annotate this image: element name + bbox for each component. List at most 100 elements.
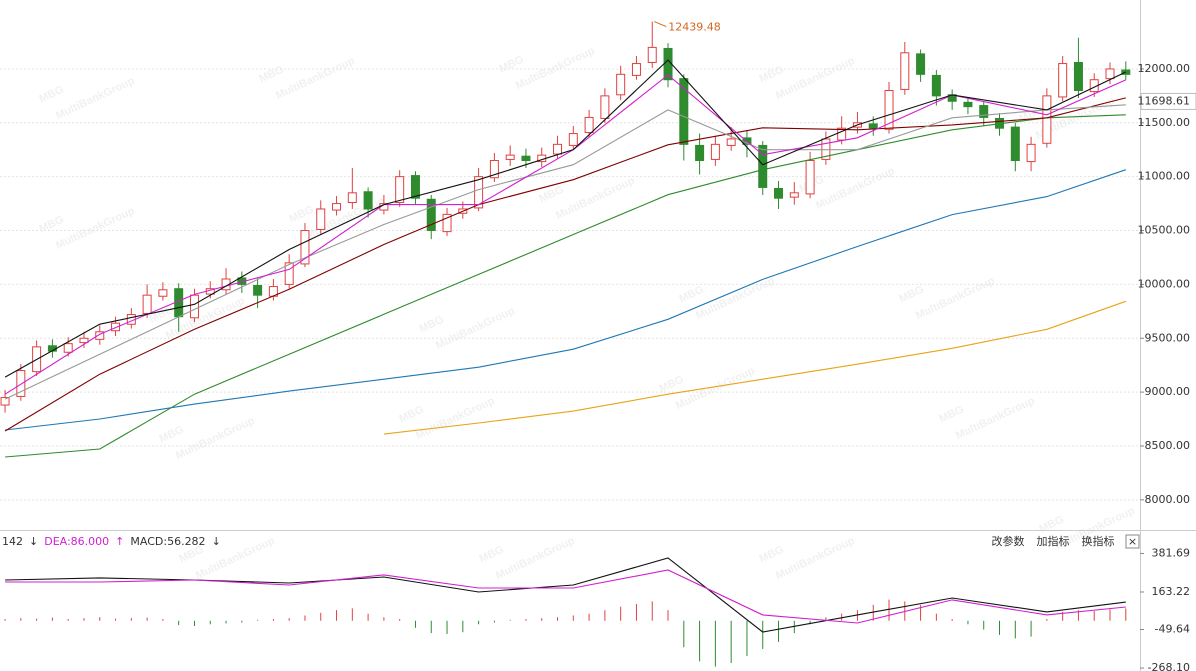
- watermark-logo: MBG: [397, 404, 425, 426]
- candle-body: [584, 116, 594, 134]
- candle-body: [474, 176, 484, 209]
- watermark-logo: MBG: [757, 544, 785, 566]
- indicator-label: ↓: [29, 535, 38, 548]
- watermark-logo: MBG: [37, 214, 65, 236]
- max-label: 12439.48: [668, 21, 721, 34]
- candle-body: [0, 397, 10, 406]
- line: [4, 59, 1127, 378]
- candle-body: [805, 160, 815, 195]
- watermark-logo: MBG: [157, 424, 185, 446]
- watermark-sub: MultiBankGroup: [54, 75, 137, 122]
- candle-body: [868, 123, 878, 129]
- watermark-logo: MBG: [287, 204, 315, 226]
- candle-body: [568, 133, 578, 146]
- y-tick-label: 9500.00: [1145, 331, 1191, 344]
- max-pointer: [654, 21, 667, 28]
- candle-body: [963, 101, 973, 108]
- candle-body: [347, 192, 357, 204]
- candle-body: [553, 143, 563, 155]
- watermark-sub: MultiBankGroup: [674, 365, 757, 412]
- y-tick-label: -268.10: [1148, 661, 1190, 671]
- y-tick-label: 12000.00: [1138, 62, 1191, 75]
- last-price-label: 11698.61: [1138, 94, 1191, 107]
- candle-body: [600, 95, 610, 119]
- y-tick-label: 11500.00: [1138, 116, 1191, 129]
- line: [5, 114, 1126, 458]
- watermark-logo: MBG: [417, 314, 445, 336]
- candle-body: [189, 294, 199, 319]
- candle-body: [884, 89, 894, 130]
- candle-body: [111, 322, 121, 332]
- close-box[interactable]: [1125, 534, 1140, 549]
- candle-body: [837, 127, 847, 141]
- y-tick-label: 10000.00: [1138, 277, 1191, 290]
- line: [5, 169, 1126, 431]
- watermark-logo: MBG: [1017, 104, 1045, 126]
- last-price-box: [1140, 92, 1196, 110]
- candle-body: [489, 160, 499, 179]
- indicator-label: ↑: [115, 535, 124, 548]
- candle-body: [505, 154, 515, 160]
- candle-body: [158, 289, 168, 297]
- watermark-logo: MBG: [677, 284, 705, 306]
- y-tick-label: 381.69: [1152, 546, 1191, 559]
- candle-body: [695, 144, 705, 162]
- candle-body: [142, 294, 152, 314]
- line: [4, 97, 1126, 432]
- indicator-label: ↓: [212, 535, 221, 548]
- y-tick-label: 8500.00: [1145, 439, 1191, 452]
- watermark-sub: MultiBankGroup: [174, 415, 257, 462]
- candle-body: [916, 53, 926, 75]
- candle-body: [442, 213, 452, 233]
- macd-panel: 381.69 163.22 -49.64 -268.10 142 ↓ DEA:86.000 ↑…: [2, 535, 1190, 671]
- candle-body: [426, 198, 436, 232]
- watermark-sub: MultiBankGroup: [194, 535, 277, 582]
- candle-body: [979, 105, 989, 118]
- button[interactable]: 换指标: [1082, 534, 1115, 548]
- candle-body: [631, 63, 641, 76]
- line: [4, 104, 1126, 400]
- price-panel: 12000.00 11500.00 11000.00 10500.00 10000.00…: [0, 21, 1196, 506]
- candle-body: [758, 144, 768, 188]
- watermark-logo: MBG: [497, 54, 525, 76]
- candle-body: [900, 52, 910, 90]
- button[interactable]: 加指标: [1037, 534, 1070, 548]
- candle-body: [1042, 95, 1052, 144]
- candle-body: [679, 78, 689, 145]
- toolbar: 改参数 加指标 换指标 ×: [992, 534, 1140, 549]
- watermark-sub: MultiBankGroup: [694, 275, 777, 322]
- watermark-sub: MultiBankGroup: [514, 45, 597, 92]
- candle-body: [300, 230, 310, 265]
- watermark-logo: MBG: [937, 404, 965, 426]
- indicator-label: DEA:86.000: [44, 535, 109, 548]
- button[interactable]: 改参数: [992, 534, 1025, 548]
- close-button[interactable]: ×: [1128, 535, 1137, 548]
- candle-body: [316, 208, 326, 230]
- watermark-logo: MBG: [897, 284, 925, 306]
- watermark-sub: MultiBankGroup: [774, 55, 857, 102]
- candle-body: [79, 337, 89, 344]
- y-tick-label: 11000.00: [1138, 170, 1191, 183]
- candle-body: [616, 73, 626, 96]
- candle-body: [521, 155, 531, 162]
- candle-body: [710, 143, 720, 160]
- candle-body: [95, 331, 105, 340]
- watermark-sub: MultiBankGroup: [54, 205, 137, 252]
- candle-body: [1010, 126, 1020, 162]
- candle-body: [332, 203, 342, 211]
- candle-body: [1105, 68, 1115, 80]
- candle-body: [931, 74, 941, 97]
- candle-body: [1026, 143, 1036, 163]
